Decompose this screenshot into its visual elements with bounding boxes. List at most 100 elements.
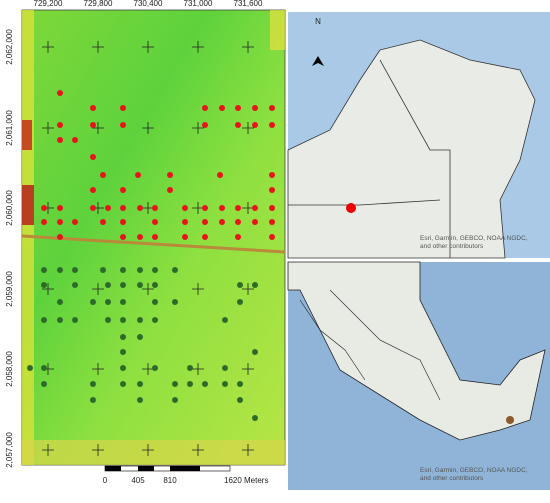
sample-point-green	[41, 365, 47, 371]
sample-point-green	[72, 267, 78, 273]
sample-point-red	[202, 105, 208, 111]
sample-point-green	[152, 282, 158, 288]
grid-cross	[192, 363, 204, 375]
x-coordinate-label: 729,200	[34, 0, 63, 8]
sample-point-red	[120, 205, 126, 211]
sample-point-red	[72, 219, 78, 225]
sample-point-green	[137, 282, 143, 288]
y-coordinate-label: 2,059,000	[5, 271, 14, 307]
sample-point-red	[235, 219, 241, 225]
grid-cross	[192, 122, 204, 134]
x-coordinate-label: 731,600	[234, 0, 263, 8]
sample-point-red	[235, 205, 241, 211]
x-coordinate-label: 731,000	[184, 0, 213, 8]
sample-point-green	[72, 282, 78, 288]
grid-cross	[92, 444, 104, 456]
mexico	[287, 261, 546, 441]
north-arrow	[312, 56, 324, 66]
y-coordinate-label: 2,058,000	[5, 351, 14, 387]
sample-point-red	[90, 105, 96, 111]
sample-point-red	[182, 205, 188, 211]
sample-point-green	[202, 381, 208, 387]
grid-cross	[92, 283, 104, 295]
attribution: Esri, Garmin, GEBCO, NOAA NGDC,	[420, 467, 528, 474]
sample-point-green	[90, 381, 96, 387]
sample-point-green	[57, 317, 63, 323]
sample-point-red	[252, 122, 258, 128]
grid-cross	[142, 122, 154, 134]
sample-point-green	[172, 397, 178, 403]
sample-point-red	[57, 122, 63, 128]
sample-point-red	[90, 122, 96, 128]
grid-cross	[142, 363, 154, 375]
scale-label: 405	[131, 476, 145, 485]
study-map	[21, 9, 286, 472]
bare-soil	[22, 120, 32, 150]
sample-point-red	[137, 234, 143, 240]
sample-point-green	[120, 365, 126, 371]
sample-point-green	[41, 282, 47, 288]
grid-cross	[192, 444, 204, 456]
sample-point-red	[235, 105, 241, 111]
inset-yucatan: N Esri, Garmin, GEBCO, NOAA NGDC, and ot…	[287, 12, 550, 259]
sample-point-red	[120, 105, 126, 111]
sample-point-green	[252, 282, 258, 288]
sample-point-green	[120, 381, 126, 387]
sample-point-red	[269, 205, 275, 211]
sample-point-red	[269, 187, 275, 193]
attribution: and other contributors	[420, 475, 484, 482]
sample-point-green	[187, 381, 193, 387]
road	[21, 234, 286, 254]
sample-point-green	[72, 317, 78, 323]
sample-point-green	[120, 267, 126, 273]
sample-point-red	[57, 137, 63, 143]
sample-point-red	[90, 154, 96, 160]
sample-point-green	[137, 397, 143, 403]
sample-point-red	[90, 205, 96, 211]
sample-point-red	[152, 219, 158, 225]
sample-point-red	[202, 122, 208, 128]
bare-soil	[22, 185, 34, 225]
sample-point-red	[152, 234, 158, 240]
sample-point-red	[252, 105, 258, 111]
sample-point-green	[222, 365, 228, 371]
edge	[270, 10, 285, 50]
edge	[22, 440, 285, 465]
sample-point-red	[57, 90, 63, 96]
sample-point-red	[120, 219, 126, 225]
sample-point-green	[120, 282, 126, 288]
sample-point-green	[105, 282, 111, 288]
scale-label: 0	[103, 476, 108, 485]
grid-cross	[92, 363, 104, 375]
sample-point-red	[202, 234, 208, 240]
sample-point-red	[269, 234, 275, 240]
grid-cross	[142, 41, 154, 53]
sample-point-green	[137, 381, 143, 387]
sample-point-red	[90, 187, 96, 193]
inset-mexico: Esri, Garmin, GEBCO, NOAA NGDC, and othe…	[287, 261, 550, 490]
x-coordinate-label: 730,400	[134, 0, 163, 8]
sample-point-red	[202, 219, 208, 225]
sample-point-green	[90, 299, 96, 305]
sample-point-red	[105, 205, 111, 211]
x-coordinate-label: 729,800	[84, 0, 113, 8]
grid-cross	[92, 122, 104, 134]
grid-cross	[242, 122, 254, 134]
scale-label: 1620 Meters	[224, 476, 268, 485]
scale-bar	[104, 465, 231, 472]
sample-point-green	[237, 381, 243, 387]
sample-point-green	[90, 397, 96, 403]
sample-point-green	[137, 334, 143, 340]
north-label: N	[315, 17, 321, 26]
sample-point-green	[27, 365, 33, 371]
grid-cross	[142, 283, 154, 295]
sample-point-green	[222, 317, 228, 323]
attribution: Esri, Garmin, GEBCO, NOAA NGDC,	[420, 235, 528, 242]
grid-cross	[42, 122, 54, 134]
grid-cross	[242, 41, 254, 53]
y-coordinate-label: 2,060,000	[5, 190, 14, 226]
sample-point-green	[120, 299, 126, 305]
sample-point-red	[252, 205, 258, 211]
sample-point-red	[57, 205, 63, 211]
